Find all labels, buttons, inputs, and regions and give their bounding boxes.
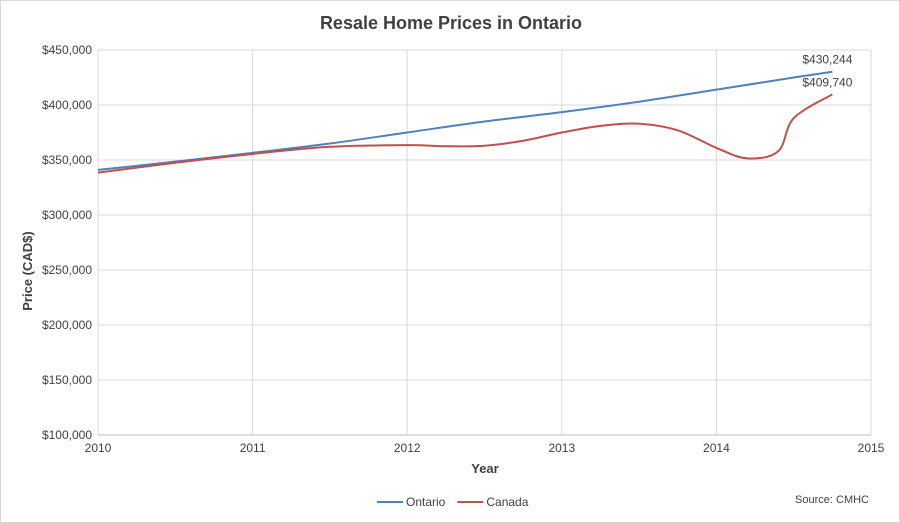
end-value-label-ontario: $430,244 bbox=[802, 53, 852, 67]
source-note: Source: CMHC bbox=[795, 494, 869, 506]
y-tick-label: $300,000 bbox=[42, 208, 92, 222]
series-layer bbox=[97, 70, 833, 174]
end-value-label-canada: $409,740 bbox=[802, 75, 852, 89]
x-tick-label: 2013 bbox=[548, 441, 575, 455]
data-labels: $430,244 $409,740 bbox=[802, 53, 852, 90]
y-tick-label: $400,000 bbox=[42, 98, 92, 112]
y-tick-label: $200,000 bbox=[42, 318, 92, 332]
x-axis-title: Year bbox=[471, 461, 498, 476]
legend-label-ontario: Ontario bbox=[406, 495, 446, 509]
y-tick-label: $150,000 bbox=[42, 373, 92, 387]
y-tick-label: $250,000 bbox=[42, 263, 92, 277]
grid-layer bbox=[97, 49, 872, 436]
y-axis-title: Price (CAD$) bbox=[20, 231, 35, 310]
y-tick-label: $100,000 bbox=[42, 428, 92, 442]
series-line-ontario bbox=[97, 70, 833, 171]
tick-labels: $100,000 $150,000 $200,000 $250,000 $300,000… bbox=[42, 43, 885, 455]
x-tick-label: 2012 bbox=[394, 441, 421, 455]
y-tick-label: $450,000 bbox=[42, 43, 92, 57]
legend: Ontario Canada bbox=[377, 495, 529, 509]
x-tick-label: 2011 bbox=[240, 441, 266, 455]
x-tick-label: 2010 bbox=[85, 441, 112, 455]
series-line-canada bbox=[97, 93, 833, 174]
chart-title: Resale Home Prices in Ontario bbox=[320, 13, 582, 33]
y-tick-label: $350,000 bbox=[42, 153, 92, 167]
legend-label-canada: Canada bbox=[486, 495, 528, 509]
x-tick-label: 2015 bbox=[858, 441, 885, 455]
x-tick-label: 2014 bbox=[703, 441, 730, 455]
